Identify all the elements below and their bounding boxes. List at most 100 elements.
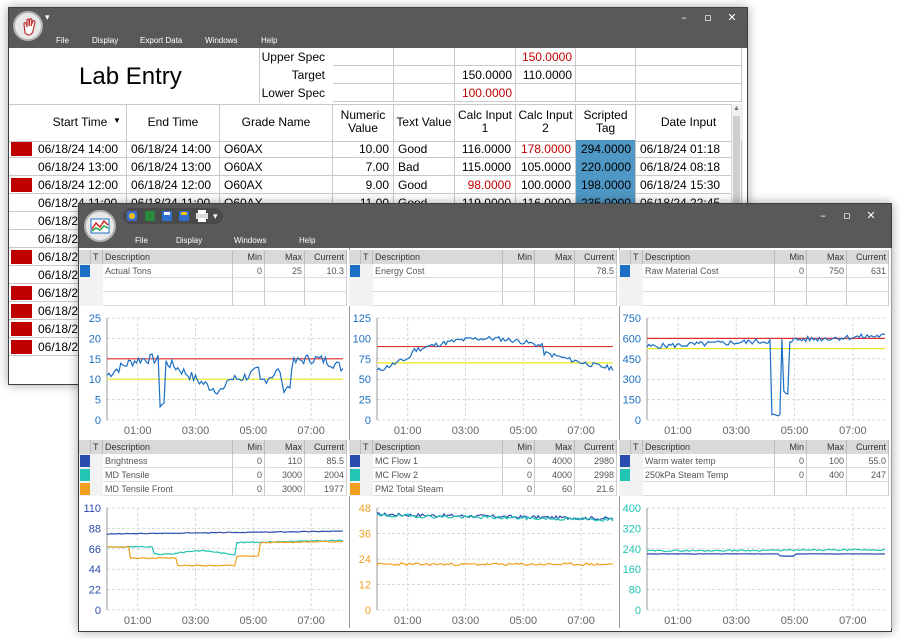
pen-table-cell[interactable]: 0	[775, 264, 807, 278]
table-cell[interactable]: O60AX	[220, 140, 333, 158]
pen-table-cell[interactable]	[775, 278, 807, 292]
pen-table-cell[interactable]	[233, 292, 265, 306]
pen-table-cell[interactable]: 85.5	[305, 454, 347, 468]
table-cell[interactable]: 294.0000	[576, 140, 636, 158]
spec-cell[interactable]	[394, 66, 455, 84]
spec-cell[interactable]	[394, 84, 455, 102]
pen-table-cell[interactable]: 400	[807, 468, 847, 482]
pen-table-cell[interactable]: 2004	[305, 468, 347, 482]
trend-chart[interactable]: 48 36 24 12 0 01:00 03:00 05:00 07:00	[349, 502, 619, 628]
table-cell[interactable]: 98.0000	[455, 176, 516, 194]
pen-table-cell[interactable]	[807, 482, 847, 496]
pen-table-cell[interactable]: MD Tensile Front	[103, 482, 233, 496]
lab-entry-app-icon[interactable]	[13, 11, 43, 41]
table-cell[interactable]: O60AX	[220, 158, 333, 176]
pen-table-cell[interactable]: MC Flow 1	[373, 454, 503, 468]
pen-table-cell[interactable]: 110	[265, 454, 305, 468]
pen-table-cell[interactable]: Brightness	[103, 454, 233, 468]
pen-table-cell[interactable]: Energy Cost	[373, 264, 503, 278]
trend-app-icon[interactable]	[84, 210, 116, 242]
column-header[interactable]: Text Value	[394, 104, 455, 140]
pen-table-cell[interactable]: 2980	[575, 454, 617, 468]
pen-table-header[interactable]: Current	[575, 440, 617, 454]
pen-table-header[interactable]: Description	[643, 250, 775, 264]
spec-cell[interactable]: 150.0000	[455, 66, 516, 84]
spec-cell[interactable]: 150.0000	[516, 48, 576, 66]
column-header[interactable]: Grade Name	[220, 104, 333, 140]
column-header[interactable]: Scripted Tag	[576, 104, 636, 140]
pen-color-swatch[interactable]	[350, 483, 360, 495]
spec-cell[interactable]	[576, 48, 636, 66]
pen-table-cell[interactable]: 0	[233, 482, 265, 496]
pen-table-cell[interactable]	[643, 482, 775, 496]
pen-table-header[interactable]: T	[361, 250, 373, 264]
lab-entry-dropdown-icon[interactable]: ▾	[45, 12, 50, 22]
pen-table-cell[interactable]: Raw Material Cost	[643, 264, 775, 278]
pen-table-cell[interactable]: PM2 Total Steam	[373, 482, 503, 496]
pen-table-cell[interactable]: 2998	[575, 468, 617, 482]
pen-table-cell[interactable]	[503, 264, 535, 278]
pen-table-cell[interactable]: MD Tensile	[103, 468, 233, 482]
pen-table-header[interactable]: Max	[807, 440, 847, 454]
pen-table-cell[interactable]: 4000	[535, 454, 575, 468]
pen-color-swatch[interactable]	[350, 265, 360, 277]
pen-table-cell[interactable]	[643, 292, 775, 306]
pen-color-swatch[interactable]	[620, 455, 630, 467]
pen-table-header[interactable]: Current	[847, 250, 889, 264]
table-cell[interactable]: 100.0000	[516, 176, 576, 194]
pen-table-cell[interactable]: 0	[503, 482, 535, 496]
menu-export-data[interactable]: Export Data	[140, 36, 183, 45]
save-icon[interactable]	[162, 211, 172, 221]
pen-table-cell[interactable]: Warm water temp	[643, 454, 775, 468]
table-cell[interactable]: 06/18/24 13:00	[127, 158, 220, 176]
menu-help[interactable]: Help	[261, 36, 278, 45]
pen-color-swatch[interactable]	[350, 279, 360, 291]
pen-table-header[interactable]: T	[631, 440, 643, 454]
pen-table-cell[interactable]: 3000	[265, 468, 305, 482]
trend-close-icon[interactable]: ✕	[866, 209, 876, 222]
table-cell[interactable]: 06/18/24 14:00	[34, 140, 127, 158]
pen-table-cell[interactable]: 0	[775, 468, 807, 482]
table-cell[interactable]: 06/18/24 13:00	[34, 158, 127, 176]
pen-table-cell[interactable]: 250kPa Steam Temp	[643, 468, 775, 482]
trend-menu-file[interactable]: File	[135, 236, 148, 245]
pen-table-cell[interactable]	[265, 278, 305, 292]
pen-table-cell[interactable]	[265, 292, 305, 306]
tag-icon[interactable]	[145, 211, 155, 221]
pen-table-cell[interactable]	[775, 482, 807, 496]
pen-table-header[interactable]: Description	[373, 250, 503, 264]
pen-table-header[interactable]: Max	[535, 440, 575, 454]
minimize-icon[interactable]: –	[681, 11, 687, 24]
pen-table-cell[interactable]	[535, 292, 575, 306]
pen-table-cell[interactable]: 100	[807, 454, 847, 468]
pen-table-cell[interactable]: 0	[233, 454, 265, 468]
open-icon[interactable]	[127, 211, 137, 221]
pen-table-cell[interactable]	[305, 278, 347, 292]
table-cell[interactable]: 178.0000	[516, 140, 576, 158]
spec-cell[interactable]	[333, 48, 394, 66]
pen-table-header[interactable]: Min	[503, 440, 535, 454]
pen-color-swatch[interactable]	[80, 469, 90, 481]
table-cell[interactable]: 06/18/24 14:00	[127, 140, 220, 158]
pen-color-swatch[interactable]	[350, 293, 360, 305]
pen-table-cell[interactable]: 10.3	[305, 264, 347, 278]
table-cell[interactable]: 116.0000	[455, 140, 516, 158]
pen-table-header[interactable]: T	[631, 250, 643, 264]
table-cell[interactable]: Good	[394, 176, 455, 194]
pen-color-swatch[interactable]	[80, 483, 90, 495]
scrollbar-up-icon[interactable]: ▲	[733, 105, 740, 112]
pen-color-swatch[interactable]	[80, 279, 90, 291]
table-cell[interactable]: Bad	[394, 158, 455, 176]
pen-table-cell[interactable]	[103, 292, 233, 306]
pen-table-cell[interactable]	[535, 278, 575, 292]
pen-table-header[interactable]: Max	[265, 250, 305, 264]
spec-cell[interactable]	[455, 48, 516, 66]
pen-table-cell[interactable]	[847, 292, 889, 306]
pen-table-cell[interactable]	[575, 278, 617, 292]
pen-color-swatch[interactable]	[350, 469, 360, 481]
table-cell[interactable]: 198.0000	[576, 176, 636, 194]
spec-cell[interactable]	[516, 84, 576, 102]
pen-table-cell[interactable]	[575, 292, 617, 306]
trend-minimize-icon[interactable]: –	[820, 209, 826, 222]
spec-cell[interactable]	[636, 66, 742, 84]
